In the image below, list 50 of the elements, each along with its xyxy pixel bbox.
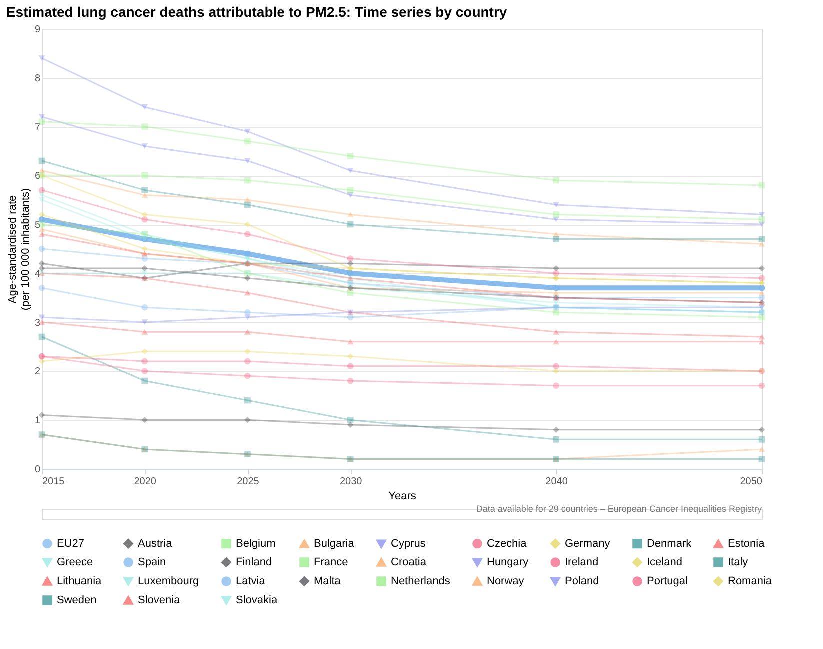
legend-label: Spain	[138, 556, 166, 568]
x-tick-label: 2030	[340, 476, 363, 488]
legend-label: Lithuania	[57, 576, 103, 588]
legend-label: Belgium	[236, 538, 276, 550]
x-tick-label: 2015	[42, 476, 66, 488]
legend-label: Croatia	[391, 556, 428, 568]
y-tick-label: 3	[34, 318, 41, 329]
legend-label: Romania	[728, 576, 773, 588]
x-tick-label: 2040	[546, 476, 568, 488]
legend-label: Denmark	[647, 538, 692, 550]
y-tick-label: 7	[34, 122, 41, 134]
legend-label: Estonia	[728, 538, 766, 550]
legend-label: Germany	[565, 538, 611, 550]
legend-label: Bulgaria	[314, 538, 356, 550]
x-tick-label: 2025	[237, 476, 260, 488]
legend-label: Czechia	[487, 538, 528, 550]
x-tick-label: 2020	[134, 476, 157, 488]
text: Data available for 29 countries – European Cancer Inequalities Registry	[476, 504, 762, 514]
y-tick-label: 8	[34, 73, 41, 84]
legend-label: Iceland	[647, 556, 682, 568]
chart-title: Estimated lung cancer deaths attributable to PM2.5: Time series by country	[6, 4, 508, 20]
y-tick-label: 9	[34, 24, 41, 36]
legend-label: Netherlands	[391, 576, 451, 588]
legend-label: Slovenia	[138, 594, 182, 606]
legend-label: Malta	[314, 576, 342, 588]
legend-label: Ireland	[565, 556, 599, 568]
legend-label: Sweden	[57, 594, 97, 606]
y-tick-label: 4	[34, 268, 41, 280]
x-axis-title: Years	[388, 490, 417, 502]
y-tick-label: 0	[34, 464, 41, 476]
legend-label: Cyprus	[391, 538, 426, 550]
legend-label: Greece	[57, 556, 94, 568]
legend-label: Finland	[236, 556, 272, 568]
legend-label: Austria	[138, 538, 174, 550]
legend-label: France	[314, 556, 348, 568]
legend-label: EU27	[57, 538, 85, 550]
legend-label: Slovakia	[236, 594, 278, 606]
legend-label: Italy	[728, 556, 749, 568]
legend-label: Portugal	[647, 576, 688, 588]
legend-label: Luxembourg	[138, 576, 200, 588]
y-tick-label: 6	[34, 171, 41, 182]
y-tick-label: 5	[34, 220, 41, 232]
legend-label: Poland	[565, 576, 600, 588]
legend-label: Norway	[487, 576, 525, 588]
legend-label: Latvia	[236, 576, 266, 588]
legend-label: Hungary	[487, 556, 530, 568]
x-tick-label: 2050	[740, 476, 763, 488]
y-tick-label: 2	[34, 366, 41, 378]
y-tick-label: 1	[34, 416, 41, 427]
y-axis-title: Age-standardised rate (per 100 000 inhabitants)	[6, 188, 32, 311]
